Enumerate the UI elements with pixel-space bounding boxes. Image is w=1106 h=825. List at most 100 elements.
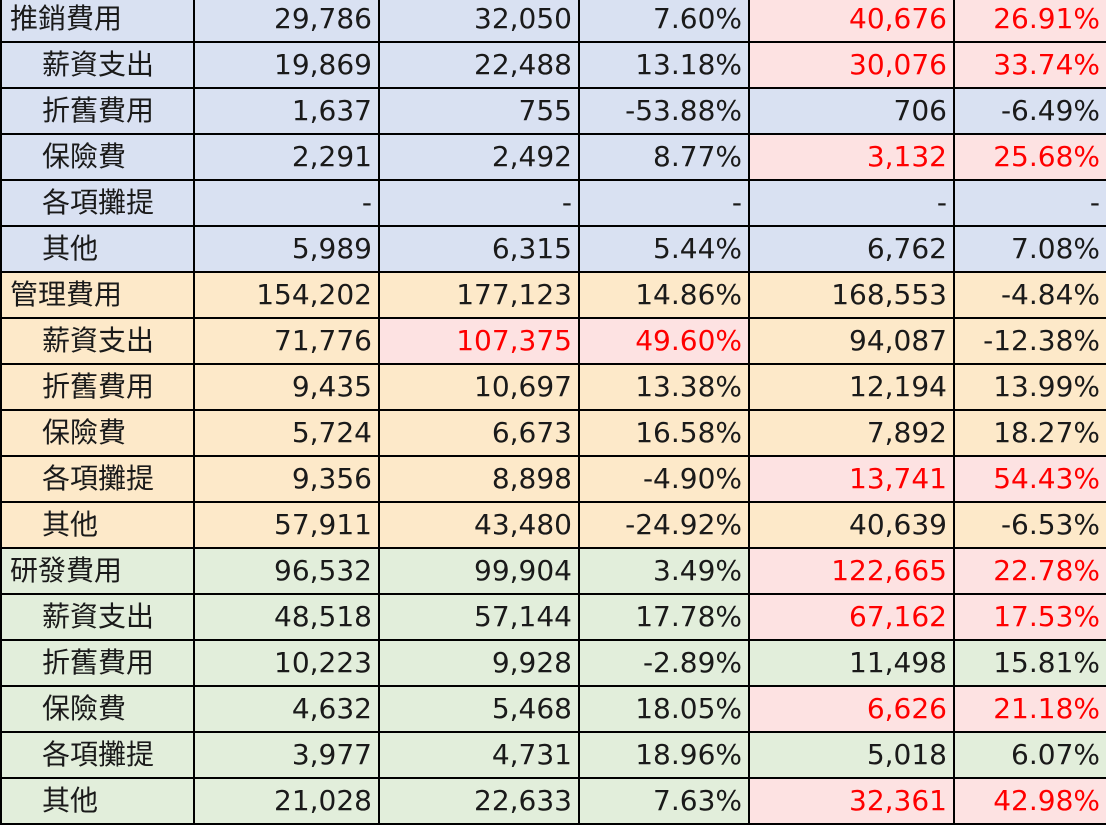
percent-cell[interactable]: 7.08% — [953, 225, 1106, 273]
value-cell[interactable]: 4,632 — [193, 685, 380, 733]
value-cell[interactable]: 3,977 — [193, 731, 380, 779]
subcategory-label[interactable]: 折舊費用 — [0, 639, 195, 687]
value-cell[interactable]: 11,498 — [748, 639, 955, 687]
percent-cell[interactable]: 18.27% — [953, 409, 1106, 457]
category-label[interactable]: 推銷費用 — [0, 0, 195, 43]
percent-cell[interactable]: 3.49% — [578, 547, 750, 595]
value-cell[interactable]: 67,162 — [748, 593, 955, 641]
value-cell[interactable]: 706 — [748, 87, 955, 135]
value-cell[interactable]: 1,637 — [193, 87, 380, 135]
percent-cell[interactable]: 18.05% — [578, 685, 750, 733]
percent-cell[interactable]: 13.18% — [578, 41, 750, 89]
percent-cell[interactable]: 26.91% — [953, 0, 1106, 43]
percent-cell[interactable]: - — [578, 179, 750, 227]
value-cell[interactable]: 8,898 — [378, 455, 580, 503]
value-cell[interactable]: 9,356 — [193, 455, 380, 503]
category-label[interactable]: 管理費用 — [0, 271, 195, 319]
percent-cell[interactable]: 25.68% — [953, 133, 1106, 181]
value-cell[interactable]: 3,132 — [748, 133, 955, 181]
value-cell[interactable]: 107,375 — [378, 317, 580, 365]
value-cell[interactable]: 22,633 — [378, 777, 580, 825]
subcategory-label[interactable]: 薪資支出 — [0, 593, 195, 641]
percent-cell[interactable]: -24.92% — [578, 501, 750, 549]
percent-cell[interactable]: 7.63% — [578, 777, 750, 825]
percent-cell[interactable]: -6.53% — [953, 501, 1106, 549]
value-cell[interactable]: 43,480 — [378, 501, 580, 549]
value-cell[interactable]: 7,892 — [748, 409, 955, 457]
value-cell[interactable]: 10,697 — [378, 363, 580, 411]
value-cell[interactable]: 21,028 — [193, 777, 380, 825]
percent-cell[interactable]: 54.43% — [953, 455, 1106, 503]
subcategory-label[interactable]: 薪資支出 — [0, 41, 195, 89]
value-cell[interactable]: 32,050 — [378, 0, 580, 43]
percent-cell[interactable]: -53.88% — [578, 87, 750, 135]
value-cell[interactable]: 32,361 — [748, 777, 955, 825]
value-cell[interactable]: 19,869 — [193, 41, 380, 89]
subcategory-label[interactable]: 各項攤提 — [0, 455, 195, 503]
value-cell[interactable]: 40,639 — [748, 501, 955, 549]
value-cell[interactable]: - — [748, 179, 955, 227]
value-cell[interactable]: 5,989 — [193, 225, 380, 273]
percent-cell[interactable]: 17.78% — [578, 593, 750, 641]
value-cell[interactable]: - — [378, 179, 580, 227]
percent-cell[interactable]: 42.98% — [953, 777, 1106, 825]
value-cell[interactable]: 2,291 — [193, 133, 380, 181]
percent-cell[interactable]: 13.99% — [953, 363, 1106, 411]
value-cell[interactable]: 5,468 — [378, 685, 580, 733]
percent-cell[interactable]: 5.44% — [578, 225, 750, 273]
percent-cell[interactable]: 21.18% — [953, 685, 1106, 733]
value-cell[interactable]: 2,492 — [378, 133, 580, 181]
percent-cell[interactable]: 8.77% — [578, 133, 750, 181]
percent-cell[interactable]: 15.81% — [953, 639, 1106, 687]
value-cell[interactable]: 177,123 — [378, 271, 580, 319]
percent-cell[interactable]: 49.60% — [578, 317, 750, 365]
subcategory-label[interactable]: 折舊費用 — [0, 363, 195, 411]
value-cell[interactable]: 22,488 — [378, 41, 580, 89]
value-cell[interactable]: 9,435 — [193, 363, 380, 411]
subcategory-label[interactable]: 薪資支出 — [0, 317, 195, 365]
value-cell[interactable]: 6,673 — [378, 409, 580, 457]
value-cell[interactable]: - — [193, 179, 380, 227]
value-cell[interactable]: 122,665 — [748, 547, 955, 595]
subcategory-label[interactable]: 保險費 — [0, 409, 195, 457]
subcategory-label[interactable]: 各項攤提 — [0, 179, 195, 227]
value-cell[interactable]: 5,724 — [193, 409, 380, 457]
value-cell[interactable]: 6,762 — [748, 225, 955, 273]
percent-cell[interactable]: 18.96% — [578, 731, 750, 779]
percent-cell[interactable]: -6.49% — [953, 87, 1106, 135]
value-cell[interactable]: 755 — [378, 87, 580, 135]
value-cell[interactable]: 99,904 — [378, 547, 580, 595]
percent-cell[interactable]: 13.38% — [578, 363, 750, 411]
percent-cell[interactable]: -12.38% — [953, 317, 1106, 365]
value-cell[interactable]: 168,553 — [748, 271, 955, 319]
value-cell[interactable]: 13,741 — [748, 455, 955, 503]
value-cell[interactable]: 9,928 — [378, 639, 580, 687]
subcategory-label[interactable]: 保險費 — [0, 685, 195, 733]
percent-cell[interactable]: -4.84% — [953, 271, 1106, 319]
subcategory-label[interactable]: 各項攤提 — [0, 731, 195, 779]
percent-cell[interactable]: 17.53% — [953, 593, 1106, 641]
subcategory-label[interactable]: 其他 — [0, 225, 195, 273]
value-cell[interactable]: 96,532 — [193, 547, 380, 595]
value-cell[interactable]: 71,776 — [193, 317, 380, 365]
percent-cell[interactable]: 16.58% — [578, 409, 750, 457]
value-cell[interactable]: 30,076 — [748, 41, 955, 89]
value-cell[interactable]: 48,518 — [193, 593, 380, 641]
percent-cell[interactable]: -2.89% — [578, 639, 750, 687]
percent-cell[interactable]: 7.60% — [578, 0, 750, 43]
category-label[interactable]: 研發費用 — [0, 547, 195, 595]
subcategory-label[interactable]: 其他 — [0, 777, 195, 825]
value-cell[interactable]: 40,676 — [748, 0, 955, 43]
percent-cell[interactable]: 14.86% — [578, 271, 750, 319]
value-cell[interactable]: 94,087 — [748, 317, 955, 365]
subcategory-label[interactable]: 保險費 — [0, 133, 195, 181]
percent-cell[interactable]: -4.90% — [578, 455, 750, 503]
value-cell[interactable]: 154,202 — [193, 271, 380, 319]
subcategory-label[interactable]: 折舊費用 — [0, 87, 195, 135]
value-cell[interactable]: 10,223 — [193, 639, 380, 687]
percent-cell[interactable]: - — [953, 179, 1106, 227]
percent-cell[interactable]: 6.07% — [953, 731, 1106, 779]
percent-cell[interactable]: 22.78% — [953, 547, 1106, 595]
value-cell[interactable]: 12,194 — [748, 363, 955, 411]
value-cell[interactable]: 6,315 — [378, 225, 580, 273]
